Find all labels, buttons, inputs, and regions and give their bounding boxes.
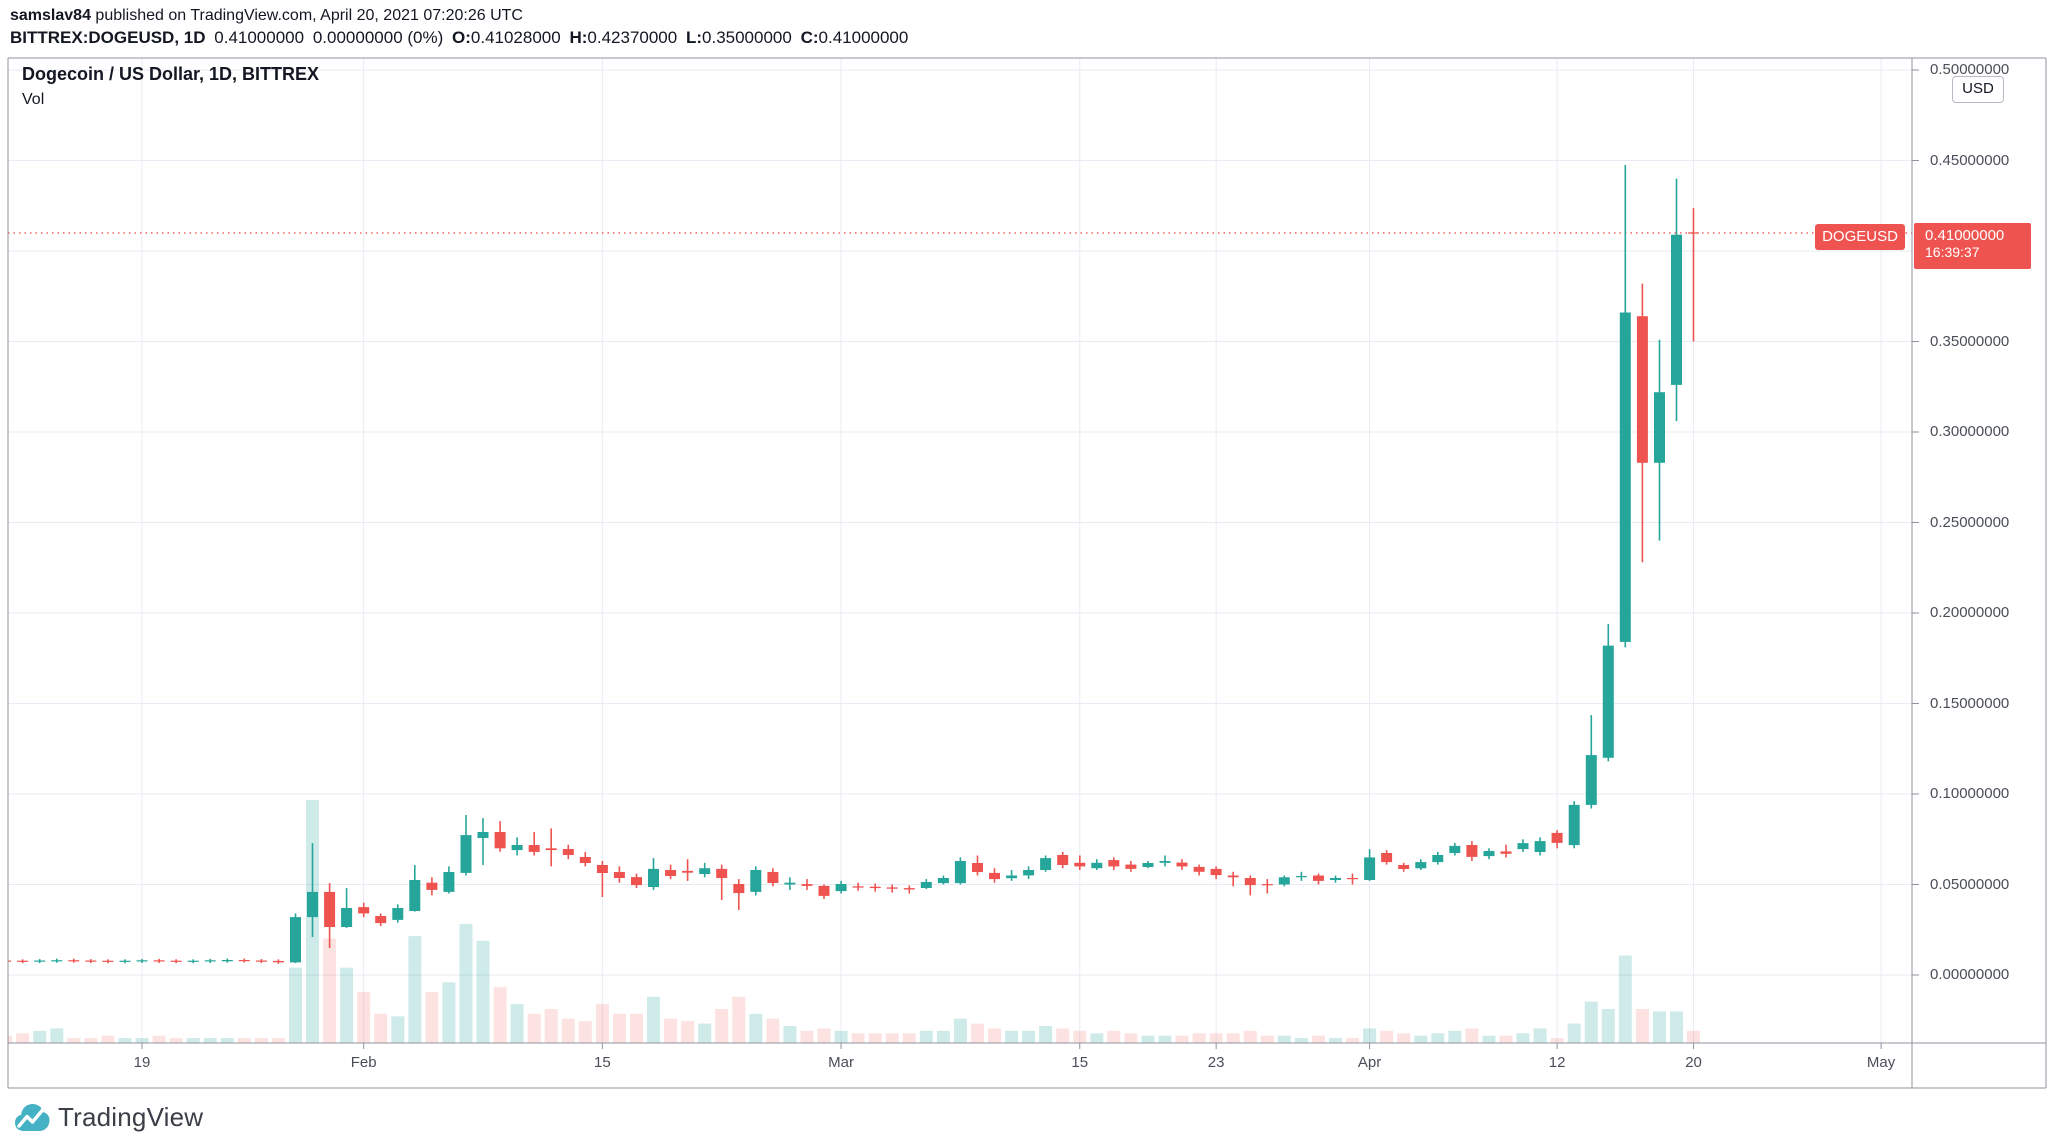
time-axis-label: 12 [1548,1054,1566,1071]
chart-title: Dogecoin / US Dollar, 1D, BITTREX [22,64,320,84]
close-value: 0.41000000 [818,28,909,47]
price-axis-label: 0.30000000 [1930,423,2010,440]
time-axis-label: 23 [1207,1054,1225,1071]
price-line-symbol-badge: DOGEUSD [1815,224,1905,250]
countdown-timer: 16:39:37 [1925,244,1980,260]
publish-line: samslav84 published on TradingView.com, … [10,6,912,26]
last-price-badge: 0.41000000 16:39:37 [1914,223,2031,269]
price-axis-label: 0.15000000 [1930,694,2010,712]
author-name: samslav84 [10,7,91,24]
price-axis-label: 0.50000000 [1930,61,2010,78]
volume-indicator-label: Vol [22,91,45,108]
symbol-name: BITTREX:DOGEUSD, 1D [10,28,206,47]
price-change: 0.00000000 (0%) [312,28,444,47]
price-axis-label: 0.20000000 [1930,604,2010,621]
last-price: 0.41000000 [214,28,305,47]
price-axis-label: 0.05000000 [1930,875,2010,893]
publish-info: published on TradingView.com, April 20, … [90,7,523,24]
low-label: L: [685,28,703,47]
high-value: 0.42370000 [587,28,678,47]
time-axis[interactable]: 19 Feb 15 Mar 15 23 Apr 12 20 May [8,1043,1912,1088]
snapshot-header: samslav84 published on TradingView.com, … [10,6,912,48]
time-axis-label: 15 [594,1054,611,1071]
time-axis-label: Mar [828,1054,854,1071]
open-label: O: [452,28,471,47]
close-label: C: [800,28,819,47]
time-axis-label: 15 [1071,1054,1089,1071]
last-price-badge-value: 0.41000000 [1925,227,2005,244]
tradingview-cloud-icon [15,1104,50,1131]
open-value: 0.41028000 [470,28,561,47]
price-axis-label: 0.25000000 [1930,513,2010,531]
symbol-ohlc-line: BITTREX:DOGEUSD, 1D 0.41000000 0.0000000… [10,27,912,48]
price-axis-label: 0.10000000 [1930,785,2010,802]
price-axis-label: 0.45000000 [1930,151,2010,169]
tradingview-wordmark: TradingView [58,1102,204,1132]
time-axis-label: 20 [1685,1054,1702,1071]
currency-toggle-button[interactable]: USD [1952,76,2004,103]
price-axis[interactable]: USD 0.41000000 16:39:37 0.50000000 0.4500… [1913,58,2046,1043]
price-axis-label: 0.00000000 [1930,966,2010,983]
time-axis-label: Apr [1357,1054,1382,1071]
low-value: 0.35000000 [702,28,792,47]
time-axis-label: Feb [350,1054,377,1071]
time-axis-label: May [1866,1054,1896,1071]
price-axis-label: 0.35000000 [1930,332,2010,350]
chart-legend: Dogecoin / US Dollar, 1D, BITTREX Vol [22,63,319,110]
high-label: H: [569,28,588,47]
time-axis-label: 19 [133,1054,151,1071]
